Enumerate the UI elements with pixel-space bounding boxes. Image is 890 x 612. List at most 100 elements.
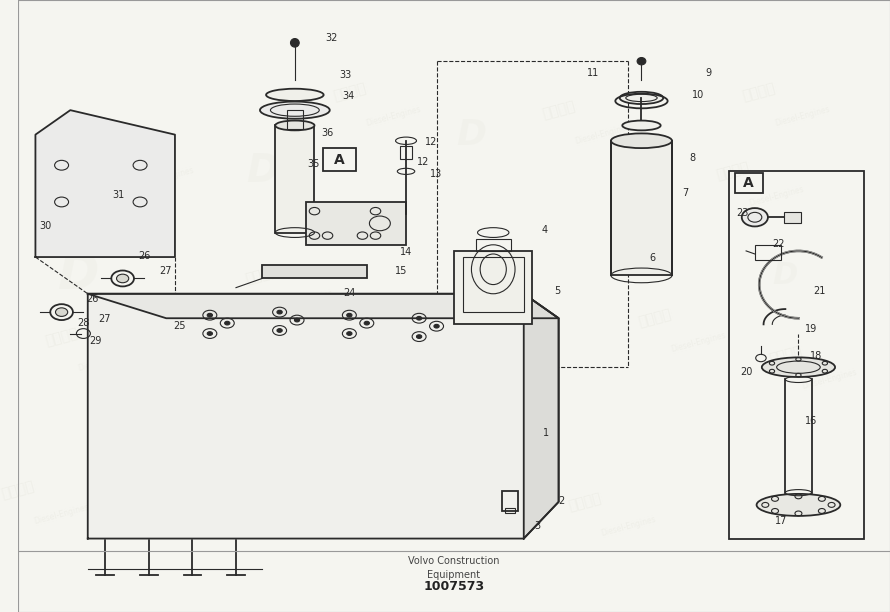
Bar bbox=[611, 141, 672, 275]
Ellipse shape bbox=[619, 92, 663, 104]
Text: 29: 29 bbox=[90, 337, 101, 346]
Text: 28: 28 bbox=[77, 318, 90, 328]
Text: 14: 14 bbox=[400, 247, 412, 257]
Bar bbox=[263, 265, 367, 278]
Text: 柴发动力: 柴发动力 bbox=[409, 466, 446, 488]
Text: 4: 4 bbox=[541, 225, 547, 234]
Ellipse shape bbox=[275, 121, 314, 130]
Bar bbox=[729, 171, 864, 539]
Ellipse shape bbox=[762, 357, 835, 377]
Bar bbox=[735, 173, 763, 193]
Polygon shape bbox=[88, 294, 559, 539]
Text: Volvo Construction
Equipment: Volvo Construction Equipment bbox=[409, 556, 500, 580]
Text: D: D bbox=[640, 179, 669, 213]
Text: 22: 22 bbox=[773, 239, 785, 248]
Ellipse shape bbox=[611, 133, 672, 148]
Circle shape bbox=[224, 321, 230, 325]
Polygon shape bbox=[36, 110, 175, 257]
Text: 3: 3 bbox=[534, 521, 540, 531]
Text: 柴发动力: 柴发动力 bbox=[540, 99, 577, 121]
Text: 33: 33 bbox=[339, 70, 352, 80]
Text: 柴发动力: 柴发动力 bbox=[715, 160, 751, 182]
Bar bbox=[306, 202, 406, 245]
Circle shape bbox=[117, 274, 129, 283]
Ellipse shape bbox=[622, 121, 660, 130]
Text: 12: 12 bbox=[417, 157, 430, 167]
Ellipse shape bbox=[266, 89, 324, 101]
Text: 柴发动力: 柴发动力 bbox=[767, 344, 804, 366]
Ellipse shape bbox=[260, 102, 329, 119]
Text: 26: 26 bbox=[138, 251, 150, 261]
Ellipse shape bbox=[756, 494, 840, 516]
Text: 12: 12 bbox=[425, 137, 438, 147]
Bar bbox=[502, 491, 518, 511]
Text: D: D bbox=[457, 118, 487, 152]
Text: 柴发动力: 柴发动力 bbox=[105, 142, 141, 164]
Bar bbox=[755, 245, 781, 260]
Bar bbox=[454, 251, 532, 324]
Text: 8: 8 bbox=[690, 153, 696, 163]
Text: 24: 24 bbox=[344, 288, 356, 297]
Text: Diesel-Engines: Diesel-Engines bbox=[487, 307, 544, 330]
Text: 柴发动力: 柴发动力 bbox=[44, 326, 79, 348]
Text: 36: 36 bbox=[321, 129, 334, 138]
Circle shape bbox=[741, 208, 768, 226]
Bar bbox=[287, 110, 303, 129]
Bar bbox=[323, 321, 481, 343]
Text: 柴发动力: 柴发动力 bbox=[0, 479, 36, 501]
Text: 35: 35 bbox=[308, 159, 320, 169]
Text: 32: 32 bbox=[325, 33, 337, 43]
Text: 19: 19 bbox=[805, 324, 817, 334]
Circle shape bbox=[364, 321, 369, 325]
Text: Diesel-Engines: Diesel-Engines bbox=[33, 502, 90, 526]
Text: 15: 15 bbox=[394, 266, 407, 275]
Text: 柴发动力: 柴发动力 bbox=[567, 491, 603, 513]
Text: 柴发动力: 柴发动力 bbox=[192, 430, 228, 452]
Text: 2: 2 bbox=[559, 496, 565, 506]
Text: Diesel-Engines: Diesel-Engines bbox=[364, 105, 422, 128]
Text: Diesel-Engines: Diesel-Engines bbox=[138, 166, 195, 189]
Circle shape bbox=[295, 318, 300, 322]
Circle shape bbox=[207, 332, 213, 335]
Text: Diesel-Engines: Diesel-Engines bbox=[800, 368, 857, 391]
Text: 31: 31 bbox=[112, 190, 125, 200]
Text: 13: 13 bbox=[430, 170, 441, 179]
Text: 25: 25 bbox=[174, 321, 186, 330]
Text: 21: 21 bbox=[813, 286, 826, 296]
Text: Diesel-Engines: Diesel-Engines bbox=[669, 331, 726, 354]
Bar bbox=[463, 465, 484, 490]
Text: 23: 23 bbox=[736, 208, 748, 218]
Text: D: D bbox=[773, 261, 798, 290]
Bar bbox=[323, 148, 356, 171]
Circle shape bbox=[207, 313, 213, 317]
Bar bbox=[279, 379, 384, 416]
Polygon shape bbox=[88, 294, 559, 318]
Text: 34: 34 bbox=[343, 91, 354, 101]
Bar bbox=[192, 321, 367, 343]
Bar bbox=[476, 239, 511, 251]
Text: 9: 9 bbox=[705, 69, 711, 78]
Text: Diesel-Engines: Diesel-Engines bbox=[574, 123, 631, 146]
Text: 柴发动力: 柴发动力 bbox=[453, 283, 490, 305]
Polygon shape bbox=[523, 294, 559, 539]
Text: A: A bbox=[335, 153, 345, 166]
Text: Diesel-Engines: Diesel-Engines bbox=[278, 288, 335, 312]
Bar bbox=[467, 490, 481, 493]
Text: 17: 17 bbox=[774, 517, 787, 526]
Text: A: A bbox=[743, 176, 754, 190]
Text: Diesel-Engines: Diesel-Engines bbox=[225, 453, 282, 477]
Circle shape bbox=[347, 332, 352, 335]
Circle shape bbox=[417, 316, 422, 320]
Text: 20: 20 bbox=[740, 367, 752, 377]
Text: 18: 18 bbox=[810, 351, 822, 361]
Text: D: D bbox=[246, 152, 279, 190]
Circle shape bbox=[434, 324, 439, 328]
Text: Diesel-Engines: Diesel-Engines bbox=[77, 349, 134, 373]
Text: Diesel-Engines: Diesel-Engines bbox=[748, 184, 805, 207]
Text: 1: 1 bbox=[543, 428, 549, 438]
Text: 26: 26 bbox=[86, 294, 99, 304]
Text: Diesel-Engines: Diesel-Engines bbox=[443, 490, 500, 513]
Circle shape bbox=[277, 310, 282, 314]
Circle shape bbox=[55, 308, 68, 316]
Bar bbox=[783, 212, 801, 223]
